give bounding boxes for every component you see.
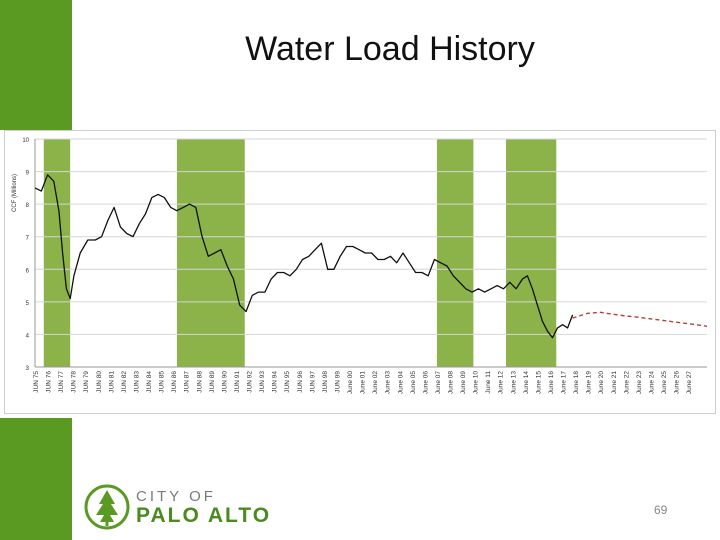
x-tick-label: June 23 [636, 371, 643, 395]
y-axis-label: CCF (Millions) [12, 174, 18, 212]
x-tick-label: June 21 [611, 371, 618, 395]
y-tick-label: 8 [26, 203, 30, 209]
logo-palo-alto: PALO ALTO [136, 504, 272, 527]
x-tick-label: June 13 [510, 371, 517, 395]
x-tick-label: JUN 78 [71, 371, 78, 393]
x-tick-label: June 25 [661, 371, 668, 395]
drought-band-1 [43, 139, 71, 367]
x-tick-label: June 01 [360, 371, 367, 395]
x-tick-label: June 14 [523, 371, 530, 395]
y-tick-label: 4 [26, 333, 30, 339]
page-number: 69 [654, 503, 668, 517]
page-title: Water Load History [245, 30, 535, 68]
x-tick-label: June 27 [686, 371, 693, 395]
chart-container: 3 4 5 6 7 8 9 10 CCF (Millions) JUN 75 JUN 76 JUN 7… [4, 130, 716, 414]
x-tick-label: JUN 96 [297, 371, 304, 393]
water-load-chart: 3 4 5 6 7 8 9 10 CCF (Millions) JUN 75 JUN 76 JUN 7… [12, 138, 708, 395]
x-tick-label: JUN 89 [209, 371, 216, 393]
x-tick-label: JUN 99 [334, 371, 341, 393]
x-tick-label: JUN 75 [33, 371, 40, 393]
x-tick-label: JUN 92 [247, 371, 254, 393]
sidebar-accent-bottom [0, 418, 72, 540]
x-tick-label: June 26 [674, 371, 681, 395]
x-tick-label: JUN 98 [322, 371, 329, 393]
y-tick-label: 7 [26, 236, 30, 242]
x-tick-label: June 08 [448, 371, 455, 395]
y-tick-label: 3 [26, 366, 30, 372]
series-line-actual [34, 174, 574, 339]
x-tick-label: June 12 [498, 371, 505, 395]
x-tick-label: June 17 [561, 371, 568, 395]
logo-city-of: CITY OF [136, 488, 216, 505]
y-tick-label: 10 [22, 138, 29, 144]
x-tick-label: June 11 [485, 371, 492, 394]
x-tick-label: June 19 [586, 371, 593, 395]
x-tick-label: JUN 97 [309, 371, 316, 393]
x-tick-label: JUN 82 [121, 371, 128, 393]
x-tick-label: June 02 [372, 371, 379, 395]
x-tick-label: JUN 83 [133, 371, 140, 393]
y-tick-label: 6 [26, 268, 30, 274]
x-tick-label: June 18 [573, 371, 580, 395]
x-tick-label: June 16 [548, 371, 555, 395]
x-tick-label: June 10 [473, 371, 480, 395]
city-logo: CITY OF PALO ALTO [84, 484, 304, 530]
x-tick-label: JUN 81 [108, 371, 115, 393]
x-tick-label: JUN 91 [234, 371, 241, 393]
x-tick-label: June 07 [435, 371, 442, 395]
drought-band-2 [176, 139, 245, 367]
x-tick-label: JUN 94 [272, 371, 279, 393]
x-tick-label: JUN 86 [171, 371, 178, 393]
x-tick-label: June 05 [410, 371, 417, 395]
x-tick-label: June 06 [422, 371, 429, 395]
x-tick-label: June 03 [385, 371, 392, 395]
x-tick-label: June 09 [460, 371, 467, 395]
x-tick-label: JUN 84 [146, 371, 153, 393]
x-tick-label: JUN 80 [96, 371, 103, 393]
series-line-forecast [572, 311, 708, 327]
y-tick-label: 9 [26, 171, 30, 177]
y-tick-label: 5 [26, 301, 30, 307]
x-tick-label: June 22 [623, 371, 630, 395]
x-tick-label: JUN 95 [284, 371, 291, 393]
tree-icon [84, 484, 130, 530]
x-tick-label: JUN 79 [83, 371, 90, 393]
x-tick-label: June 00 [347, 371, 354, 395]
drought-band-3 [436, 139, 474, 367]
x-tick-label: JUN 90 [221, 371, 228, 393]
x-tick-label: JUN 88 [196, 371, 203, 393]
sidebar-accent-top [0, 0, 72, 130]
drought-band-4 [506, 139, 557, 367]
x-tick-label: JUN 77 [58, 371, 65, 393]
x-tick-label: JUN 93 [259, 371, 266, 393]
x-tick-label: JUN 85 [159, 371, 166, 393]
x-tick-label: June 04 [397, 371, 404, 395]
x-tick-label: June 24 [648, 371, 655, 395]
x-tick-label: June 20 [598, 371, 605, 395]
x-tick-label: JUN 87 [184, 371, 191, 393]
x-tick-label: JUN 76 [46, 371, 53, 393]
x-tick-label: June 15 [535, 371, 542, 395]
